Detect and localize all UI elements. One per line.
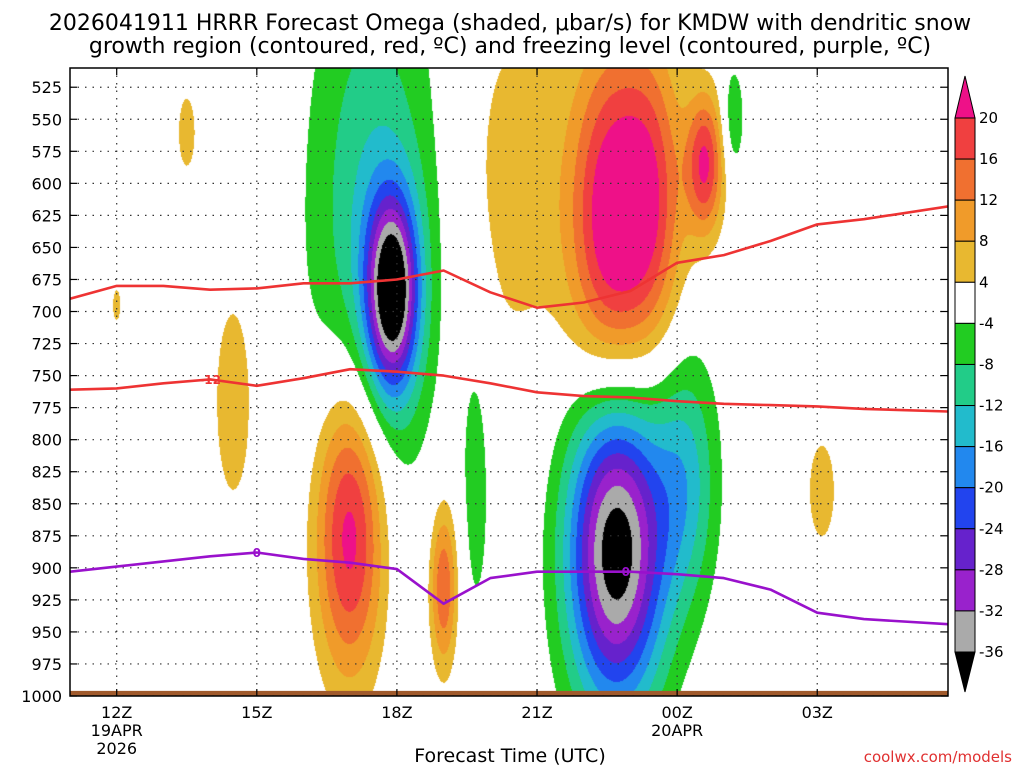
- x-tick-label: 15Z: [241, 703, 272, 722]
- dgz-contour-label: -12: [199, 373, 221, 387]
- y-tick-label: 675: [31, 270, 62, 289]
- dgz-contour-line: [70, 367, 948, 413]
- colorbar-bin: [954, 446, 976, 489]
- y-tick-label: 975: [31, 655, 62, 674]
- x-tick-date: 19APR: [91, 721, 143, 740]
- x-tick-label: 00Z: [661, 703, 692, 722]
- colorbar-arrow-bottom: [954, 651, 976, 693]
- y-tick-label: 850: [31, 495, 62, 514]
- colorbar-arrow-top: [954, 75, 976, 119]
- chart-title-line1: 2026041911 HRRR Forecast Omega (shaded, …: [49, 11, 971, 36]
- colorbar-bin: [954, 240, 976, 283]
- colorbar-label: 12: [979, 191, 998, 209]
- plot-frame: [69, 67, 949, 697]
- y-tick-label: 925: [31, 591, 62, 610]
- y-tick-label: 725: [31, 335, 62, 354]
- colorbar-label: -4: [979, 314, 994, 332]
- credit-text: coolwx.com/models: [864, 748, 1012, 766]
- y-tick-label: 1000: [21, 687, 62, 706]
- x-axis-label: Forecast Time (UTC): [414, 745, 605, 767]
- y-tick-label: 525: [31, 78, 62, 97]
- x-tick-year: 2026: [96, 739, 137, 758]
- colorbar-bin: [954, 569, 976, 612]
- y-tick-label: 800: [31, 431, 62, 450]
- y-tick-label: 775: [31, 399, 62, 418]
- colorbar-label: -28: [979, 561, 1004, 579]
- x-tick-label: 21Z: [521, 703, 552, 722]
- colorbar-label: -36: [979, 643, 1004, 661]
- freezing-level-line: [70, 551, 948, 626]
- colorbar-bin: [954, 528, 976, 571]
- y-tick-label: 550: [31, 110, 62, 129]
- y-tick-label: 825: [31, 463, 62, 482]
- colorbar-label: -16: [979, 438, 1004, 456]
- colorbar-label: 16: [979, 150, 998, 168]
- y-tick-label: 600: [31, 174, 62, 193]
- y-tick-label: 950: [31, 623, 62, 642]
- colorbar-bin: [954, 281, 976, 324]
- y-tick-label: 900: [31, 559, 62, 578]
- colorbar-label: -24: [979, 520, 1004, 538]
- x-tick-label: 12Z: [101, 703, 132, 722]
- y-tick-label: 875: [31, 527, 62, 546]
- freezing-level-label: 0: [253, 546, 261, 560]
- dgz-contour-line: [70, 205, 948, 309]
- colorbar-label: 8: [979, 232, 989, 250]
- colorbar-label: -32: [979, 602, 1004, 620]
- chart-title-line2: growth region (contoured, red, ºC) and f…: [89, 34, 931, 59]
- colorbar-label: -8: [979, 355, 994, 373]
- colorbar-bin: [954, 322, 976, 365]
- y-tick-label: 750: [31, 367, 62, 386]
- y-tick-label: 575: [31, 142, 62, 161]
- colorbar-bin: [954, 199, 976, 242]
- colorbar-bin: [954, 610, 976, 653]
- colorbar-bin: [954, 487, 976, 530]
- colorbar-bin: [954, 405, 976, 448]
- y-tick-label: 700: [31, 303, 62, 322]
- x-tick-label: 18Z: [381, 703, 412, 722]
- colorbar-bin: [954, 117, 976, 160]
- freezing-level-label: 0: [622, 565, 630, 579]
- x-tick-label: 03Z: [802, 703, 833, 722]
- x-tick-date: 20APR: [651, 721, 703, 740]
- colorbar-bin: [954, 158, 976, 201]
- y-tick-label: 625: [31, 206, 62, 225]
- colorbar-label: -20: [979, 479, 1004, 497]
- y-tick-label: 650: [31, 238, 62, 257]
- colorbar-label: -12: [979, 397, 1004, 415]
- omega-shading: [70, 68, 948, 696]
- colorbar-bin: [954, 363, 976, 407]
- colorbar-label: 4: [979, 273, 989, 291]
- colorbar-label: 20: [979, 109, 998, 127]
- ground-surface: [70, 690, 948, 696]
